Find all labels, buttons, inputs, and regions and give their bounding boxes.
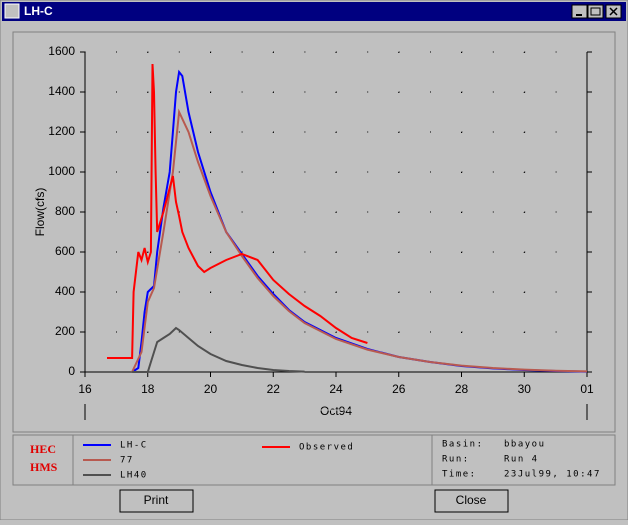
window-controls[interactable] (571, 4, 622, 19)
window-title: LH-C (24, 4, 53, 18)
close-dialog-button[interactable]: Close (434, 489, 509, 513)
minimize-button[interactable] (571, 4, 588, 19)
y-tick-label: 400 (55, 284, 75, 298)
y-axis-label: Flow(cfs) (33, 188, 47, 237)
button-border[interactable] (119, 489, 194, 513)
maximize-button[interactable] (587, 4, 604, 19)
x-tick-label: 16 (78, 382, 92, 396)
maximize-icon (590, 7, 601, 16)
y-tick-label: 800 (55, 204, 75, 218)
logo-text: HEC (30, 442, 56, 456)
x-tick-label: 30 (518, 382, 532, 396)
close-icon (609, 7, 618, 16)
series-line (132, 326, 305, 373)
button-label[interactable]: Print (144, 493, 169, 507)
info-label: Time: (442, 470, 477, 480)
y-tick-label: 200 (55, 324, 75, 338)
x-tick-label: 26 (392, 382, 406, 396)
x-axis-label: Oct94 (320, 404, 352, 418)
x-tick-label: 18 (141, 382, 155, 396)
button-border[interactable] (434, 489, 509, 513)
legend-label: LH40 (120, 471, 148, 481)
y-tick-label: 600 (55, 244, 75, 258)
info-value: Run 4 (504, 455, 539, 465)
y-tick-label: 1000 (48, 164, 75, 178)
series-line (131, 108, 588, 373)
y-tick-label: 0 (68, 364, 75, 378)
x-tick-label: 24 (329, 382, 343, 396)
legend-label: 77 (120, 456, 134, 466)
info-value: bbayou (504, 440, 546, 450)
x-tick-label: 20 (204, 382, 218, 396)
legend-label: Observed (299, 443, 354, 453)
chart-frame (12, 31, 616, 433)
app-icon (4, 3, 20, 19)
y-tick-label: 1600 (48, 44, 75, 58)
logo-text: HMS (30, 460, 58, 474)
info-label: Run: (442, 455, 470, 465)
button-label[interactable]: Close (456, 493, 487, 507)
y-tick-label: 1400 (48, 84, 75, 98)
title-bar (2, 2, 626, 21)
x-tick-label: 28 (455, 382, 469, 396)
series-line (107, 63, 368, 359)
legend-label: LH-C (120, 441, 148, 451)
info-value: 23Jul99, 10:47 (504, 470, 601, 480)
print-button[interactable]: Print (119, 489, 194, 513)
x-tick-label: 22 (267, 382, 281, 396)
y-tick-label: 1200 (48, 124, 75, 138)
x-tick-label: 01 (580, 382, 594, 396)
info-label: Basin: (442, 440, 484, 450)
legend-frame (12, 434, 616, 486)
